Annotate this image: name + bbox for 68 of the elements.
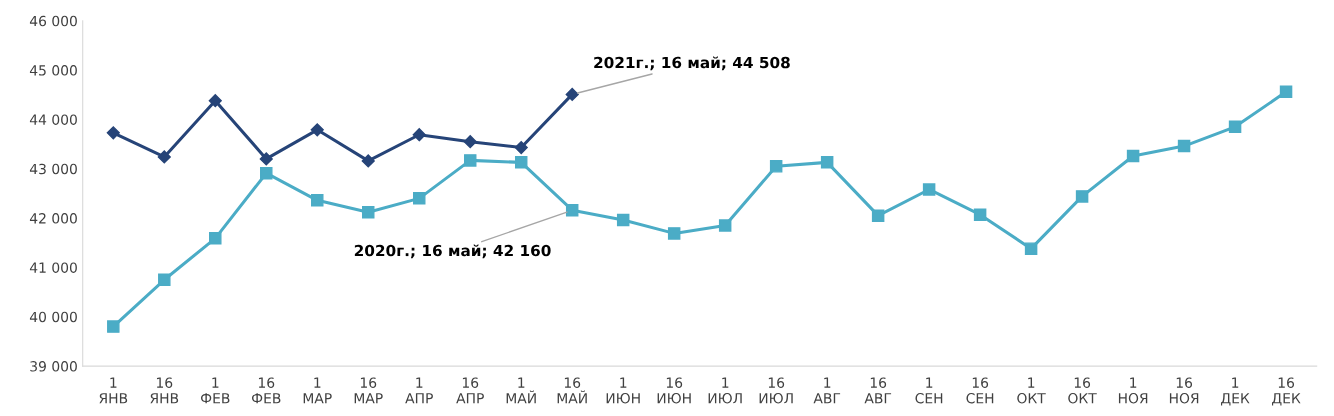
point bbox=[463, 154, 477, 167]
x-tick-label: 1 ОКТ bbox=[1017, 377, 1046, 404]
point bbox=[565, 87, 579, 101]
x-tick-label: 1 НОЯ bbox=[1118, 377, 1148, 404]
x-tick-label: 1 МАЙ bbox=[506, 377, 536, 404]
point bbox=[361, 205, 375, 219]
point bbox=[412, 128, 426, 142]
x-tick-label: 16 ИЮЛ bbox=[759, 377, 793, 404]
point bbox=[973, 208, 987, 221]
y-tick-label: 41 000 bbox=[29, 262, 77, 273]
point bbox=[463, 135, 477, 149]
annotation: 2020г.; 16 май; 42 160 bbox=[354, 244, 551, 259]
x-tick-label: 1 СЕН bbox=[915, 377, 943, 404]
x-tick-label: 16 НОЯ bbox=[1169, 377, 1199, 404]
point bbox=[260, 166, 273, 180]
x-tick-label: 16 ДЕК bbox=[1272, 377, 1301, 406]
x-tick-label: 16 АВГ bbox=[864, 377, 892, 404]
x-tick-label: 16 СЕН bbox=[966, 377, 994, 404]
point bbox=[412, 192, 426, 205]
x-tick-label: 16 ИЮН bbox=[657, 377, 691, 404]
point bbox=[311, 194, 324, 207]
x-tick-label: 16 АПР bbox=[456, 377, 484, 404]
point bbox=[922, 183, 936, 196]
x-tick-label: 16 МАЙ bbox=[557, 377, 587, 404]
y-tick-label: 44 000 bbox=[29, 114, 77, 125]
point bbox=[514, 156, 528, 169]
point bbox=[1177, 139, 1191, 153]
y-tick-label: 39 000 bbox=[30, 361, 77, 372]
x-tick-label: 16 ЯНВ bbox=[150, 377, 179, 404]
x-tick-label: 16 ОКТ bbox=[1068, 377, 1097, 404]
point bbox=[107, 320, 120, 333]
y-tick-label: 45 000 bbox=[29, 65, 77, 76]
x-tick-label: 1 АВГ bbox=[813, 377, 841, 404]
point bbox=[106, 126, 120, 140]
annotation: 2021г.; 16 май; 44 508 bbox=[594, 56, 790, 71]
x-tick-label: 1 ФЕВ bbox=[200, 377, 230, 404]
x-tick-label: 1 МАР bbox=[303, 377, 332, 404]
point bbox=[1228, 120, 1242, 134]
x-tick-label: 1 ИЮН bbox=[606, 377, 640, 404]
y-tick-label: 43 000 bbox=[29, 163, 77, 175]
point bbox=[310, 123, 324, 137]
point bbox=[1126, 149, 1140, 163]
y-tick-label: 46 000 bbox=[29, 15, 77, 27]
point bbox=[769, 160, 783, 173]
point bbox=[667, 227, 681, 240]
point bbox=[718, 219, 732, 232]
x-tick-label: 1 ЯНВ bbox=[99, 377, 128, 404]
point bbox=[1075, 190, 1089, 203]
point bbox=[158, 273, 171, 287]
y-tick-label: 40 000 bbox=[29, 311, 77, 323]
point bbox=[208, 94, 222, 108]
point bbox=[565, 203, 579, 217]
point bbox=[1024, 242, 1038, 255]
x-tick-label: 1 ИЮЛ bbox=[708, 377, 742, 404]
x-tick-label: 16 МАР bbox=[354, 377, 383, 404]
point bbox=[209, 232, 222, 245]
point bbox=[820, 156, 834, 169]
point bbox=[157, 150, 171, 164]
point bbox=[616, 213, 630, 227]
point bbox=[514, 140, 528, 155]
point bbox=[361, 154, 375, 168]
point bbox=[1279, 85, 1293, 99]
point bbox=[871, 209, 885, 222]
x-tick-label: 1 ДЕК bbox=[1221, 377, 1250, 406]
y-tick-label: 42 000 bbox=[29, 213, 77, 224]
x-tick-label: 16 ФЕВ bbox=[251, 377, 281, 404]
x-tick-label: 1 АПР bbox=[405, 377, 433, 404]
point bbox=[259, 152, 273, 166]
